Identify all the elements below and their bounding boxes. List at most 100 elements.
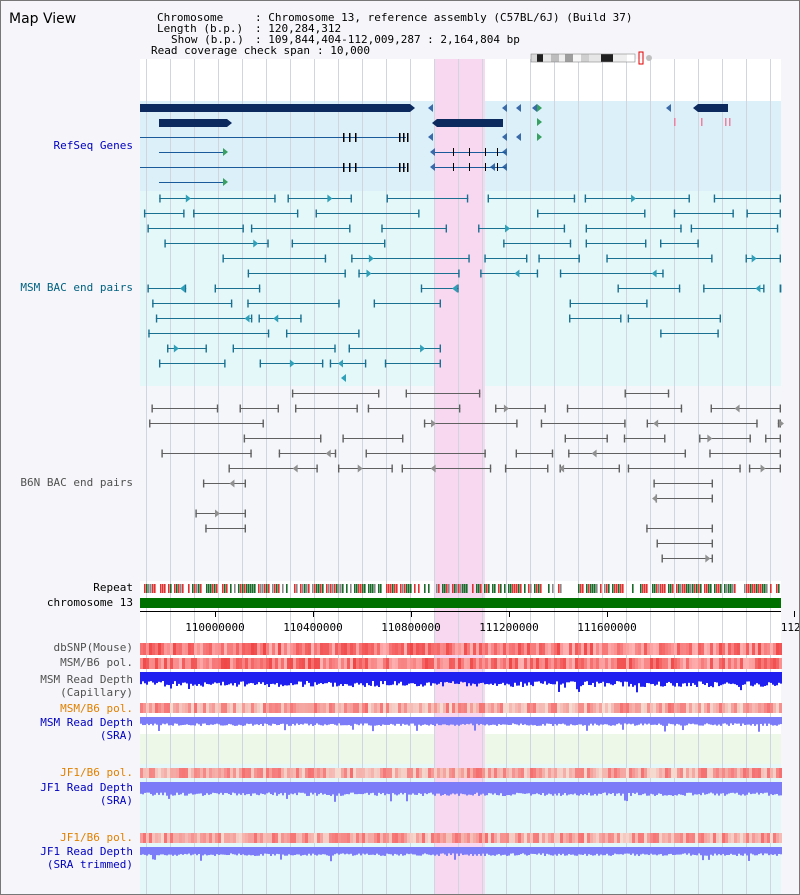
jf1-b6-pol-heat xyxy=(467,833,470,843)
msm-depth-capillary-bar xyxy=(234,672,236,684)
msm-bac-pair-end xyxy=(680,224,682,233)
msm-b6-pol-heat xyxy=(383,658,386,669)
gene-arrow xyxy=(537,133,542,141)
msm-b6-pol-heat xyxy=(296,658,299,669)
msm-b6-pol-heat xyxy=(707,703,710,713)
msm-b6-pol-heat xyxy=(548,658,551,669)
b6n-bac-pair-end xyxy=(334,449,337,458)
msm-depth-sra-bar xyxy=(566,717,568,726)
msm-depth-capillary-bar xyxy=(646,672,648,684)
msm-b6-pol-heat xyxy=(695,703,698,713)
jf1-depth-sra-bar xyxy=(736,782,738,793)
jf1-b6-pol-heat xyxy=(716,833,719,843)
msm-b6-pol-heat xyxy=(779,658,782,669)
b6n-bac-pair-end xyxy=(515,449,517,458)
dbsnp-heat xyxy=(185,643,188,655)
msm-b6-pol-heat xyxy=(152,703,155,713)
jf1-b6-pol-heat xyxy=(647,833,650,843)
gene-exon xyxy=(469,148,470,156)
jf1-b6-pol-heat xyxy=(677,833,680,843)
jf1-b6-pol-heat xyxy=(374,768,377,778)
msm-depth-sra-bar xyxy=(482,717,484,725)
msm-b6-pol-heat xyxy=(257,658,260,669)
jf1-depth-sra-bar xyxy=(754,782,756,794)
repeat-mark xyxy=(248,584,250,593)
msm-bac-pair-end xyxy=(711,254,713,263)
repeat-mark xyxy=(684,584,686,593)
msm-depth-capillary-bar xyxy=(422,672,424,687)
dbsnp-heat xyxy=(710,643,713,655)
jf1-depth-trimmed-bar xyxy=(442,847,444,854)
msm-b6-pol-heat xyxy=(743,703,746,713)
jf1-depth-trimmed-bar xyxy=(592,847,594,856)
msm-depth-capillary-bar xyxy=(616,672,618,682)
jf1-depth-sra-bar xyxy=(200,782,202,794)
msm-depth-capillary-bar xyxy=(564,672,566,688)
jf1-depth-sra-bar xyxy=(512,782,514,795)
msm-depth-sra-bar xyxy=(248,717,250,725)
msm-b6-pol-heat xyxy=(278,658,281,669)
msm-depth-sra-bar xyxy=(188,717,190,725)
msm-depth-capillary-bar xyxy=(458,672,460,685)
jf1-depth-sra-bar xyxy=(548,782,550,794)
b6n-bac-pair-arrow xyxy=(357,464,363,473)
msm-depth-capillary-bar xyxy=(596,672,598,682)
repeat-mark xyxy=(326,584,328,593)
jf1-depth-sra-bar xyxy=(162,782,164,796)
msm-b6-pol-heat xyxy=(404,703,407,713)
msm-b6-pol-heat xyxy=(623,703,626,713)
msm-b6-pol-heat xyxy=(203,658,206,669)
jf1-depth-trimmed-bar xyxy=(270,847,272,856)
track-label-msm-bac[interactable]: MSM BAC end pairs xyxy=(20,281,133,294)
dbsnp-heat xyxy=(638,643,641,655)
dbsnp-heat xyxy=(776,643,779,655)
jf1-b6-pol-heat xyxy=(509,833,512,843)
jf1-depth-trimmed-bar xyxy=(492,847,494,856)
jf1-b6-pol-heat xyxy=(194,833,197,843)
dbsnp-heat xyxy=(440,643,443,655)
jf1-depth-sra-bar xyxy=(472,782,474,796)
track-label-jf1-b6-pol-2: JF1/B6 pol. xyxy=(60,831,133,844)
jf1-b6-pol-heat xyxy=(713,768,716,778)
jf1-depth-sra-bar xyxy=(596,782,598,796)
repeat-mark xyxy=(460,584,462,593)
repeat-mark xyxy=(306,584,308,593)
msm-b6-pol-heat xyxy=(761,703,764,713)
length-key: Length (b.p.) xyxy=(157,22,244,35)
msm-depth-capillary-bar xyxy=(364,672,366,687)
msm-b6-pol-heat xyxy=(641,703,644,713)
msm-bac-pair-arrow xyxy=(651,269,657,278)
msm-b6-pol-heat xyxy=(470,658,473,669)
msm-b6-pol-heat xyxy=(542,658,545,669)
span-key: Read coverage check span xyxy=(151,44,310,57)
dbsnp-heat xyxy=(182,643,185,655)
jf1-depth-sra-bar xyxy=(684,782,686,796)
jf1-b6-pol-heat xyxy=(737,833,740,843)
msm-depth-capillary-bar xyxy=(474,672,476,685)
dbsnp-heat xyxy=(350,643,353,655)
dbsnp-heat xyxy=(695,643,698,655)
msm-depth-capillary-bar xyxy=(580,672,582,687)
msm-b6-pol-heat xyxy=(581,658,584,669)
jf1-b6-pol-heat xyxy=(602,768,605,778)
dbsnp-heat xyxy=(146,643,149,655)
msm-depth-sra-bar xyxy=(736,717,738,724)
msm-depth-capillary-bar xyxy=(552,672,554,685)
track-label-b6n-bac[interactable]: B6N BAC end pairs xyxy=(20,476,133,489)
jf1-b6-pol-heat xyxy=(323,833,326,843)
jf1-depth-trimmed-bar xyxy=(584,847,586,854)
msm-bac-pair-end xyxy=(439,359,441,368)
track-label-refseq[interactable]: RefSeq Genes xyxy=(53,139,133,152)
msm-depth-capillary-bar xyxy=(756,672,758,684)
jf1-b6-pol-heat xyxy=(731,833,734,843)
msm-bac-pair-end xyxy=(155,314,158,323)
msm-b6-pol-heat xyxy=(491,658,494,669)
jf1-depth-trimmed-bar xyxy=(252,847,254,856)
msm-depth-sra-bar xyxy=(310,717,312,725)
jf1-depth-trimmed-bar xyxy=(330,847,332,862)
msm-b6-pol-heat xyxy=(419,703,422,713)
msm-depth-sra-bar xyxy=(300,717,302,725)
msm-depth-capillary-bar xyxy=(654,672,656,686)
msm-b6-pol-heat xyxy=(176,658,179,669)
